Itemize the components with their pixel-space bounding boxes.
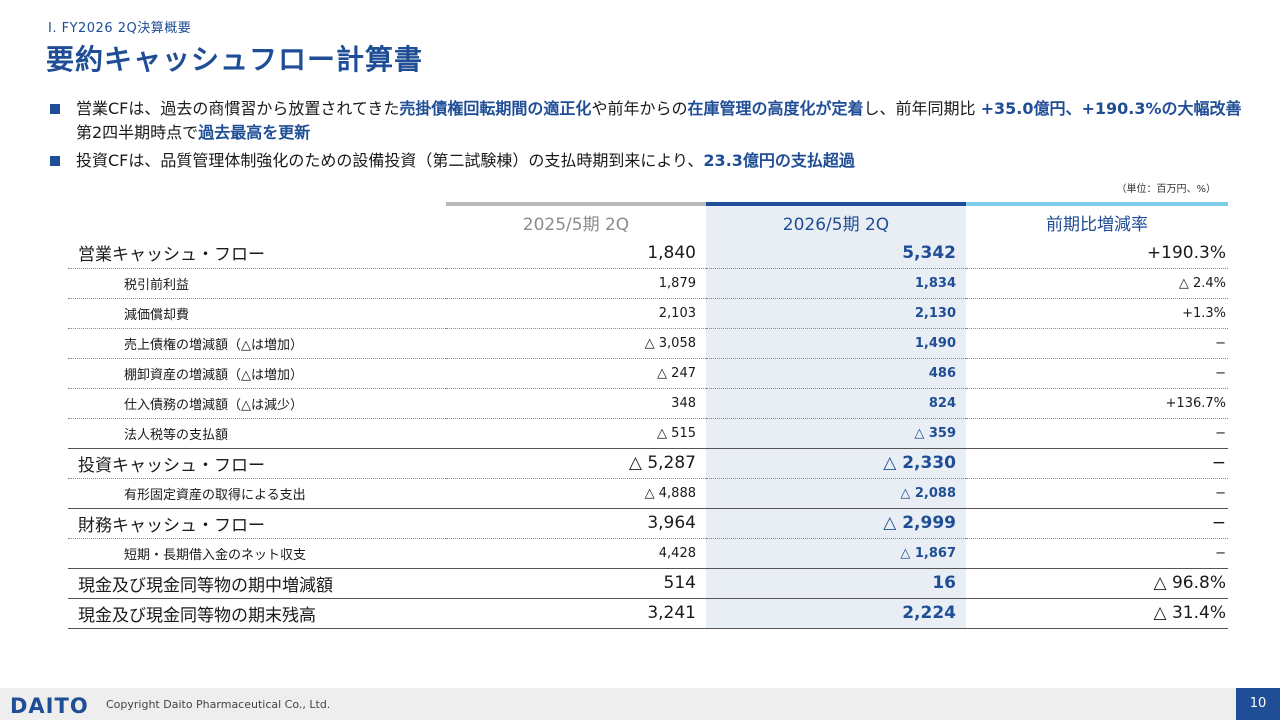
cell-change-rate: − — [966, 418, 1228, 449]
bullet-emphasis: 売掛債権回転期間の適正化 — [399, 99, 592, 118]
page-number-box — [1236, 688, 1280, 720]
table-row: 法人税等の支払額 △ 515 △ 359− — [68, 418, 1228, 449]
cell-prev-period: △ 515 — [446, 418, 706, 449]
cash-flow-table: 2025/5期 2Q 2026/5期 2Q 前期比増減率 営業キャッシュ・フロー… — [68, 202, 1228, 629]
cell-current-period: △ 1,867 — [706, 538, 966, 569]
cell-prev-period: 3,241 — [446, 597, 706, 629]
bullet-emphasis: 23.3億円の支払超過 — [703, 151, 855, 170]
bullet-text: 営業CFは、過去の商慣習から放置されてきた売掛債権回転期間の適正化や前年からの在… — [76, 99, 1258, 142]
cell-current-period: △ 2,088 — [706, 478, 966, 509]
cell-prev-period: △ 4,888 — [446, 478, 706, 509]
cell-prev-period: △ 247 — [446, 358, 706, 389]
cell-prev-period: 348 — [446, 388, 706, 419]
cell-change-rate: − — [966, 538, 1228, 569]
cell-current-period: △ 2,330 — [706, 447, 966, 479]
bullet-segment: し、前年同期比 — [863, 99, 981, 118]
cell-current-period: 2,130 — [706, 298, 966, 329]
cell-change-rate: △ 31.4% — [966, 597, 1228, 629]
cell-current-period: 16 — [706, 567, 966, 599]
table-row: 営業キャッシュ・フロー 1,840 5,342 +190.3% — [68, 238, 1228, 269]
bullet-segment: 営業CFは、過去の商慣習から放置されてきた — [76, 99, 400, 118]
summary-bullets: 営業CFは、過去の商慣習から放置されてきた売掛債権回転期間の適正化や前年からの在… — [50, 97, 1250, 177]
row-label: 短期・長期借入金のネット収支 — [68, 538, 446, 569]
table-row: 減価償却費 2,103 2,130 +1.3% — [68, 298, 1228, 329]
copyright-text: Copyright Daito Pharmaceutical Co., Ltd. — [106, 698, 331, 711]
cell-current-period: △ 2,999 — [706, 507, 966, 539]
bullet-segment: 投資CFは、品質管理体制強化のための設備投資（第二試験棟）の支払時期到来により、 — [76, 151, 704, 170]
table-row: 現金及び現金同等物の期中増減額 514 16 △ 96.8% — [68, 567, 1228, 599]
table-row: 有形固定資産の取得による支出 △ 4,888 △ 2,088− — [68, 478, 1228, 509]
cell-change-rate: +1.3% — [966, 298, 1228, 329]
row-label: 仕入債務の増減額（△は減少） — [68, 388, 446, 419]
cash-flow-table-container: 2025/5期 2Q 2026/5期 2Q 前期比増減率 営業キャッシュ・フロー… — [68, 202, 1228, 629]
cell-prev-period: 3,964 — [446, 507, 706, 539]
footer: DAITO Copyright Daito Pharmaceutical Co.… — [0, 688, 1280, 720]
row-label: 投資キャッシュ・フロー — [68, 447, 446, 479]
cell-current-period: 2,224 — [706, 597, 966, 629]
company-logo: DAITO — [10, 694, 89, 718]
cell-change-rate: − — [966, 507, 1228, 539]
header-current-period: 2026/5期 2Q — [706, 202, 966, 238]
bullet-text: 投資CFは、品質管理体制強化のための設備投資（第二試験棟）の支払時期到来により、… — [76, 151, 855, 170]
header-change-rate: 前期比増減率 — [966, 202, 1228, 238]
cell-prev-period: △ 3,058 — [446, 328, 706, 359]
table-row: 現金及び現金同等物の期末残高 3,241 2,224 △ 31.4% — [68, 597, 1228, 629]
square-bullet-icon — [50, 156, 60, 166]
cell-current-period: 1,834 — [706, 268, 966, 299]
cell-change-rate: △ 96.8% — [966, 567, 1228, 599]
table-row: 投資キャッシュ・フロー △ 5,287 △ 2,330− — [68, 447, 1228, 479]
header-prev-period: 2025/5期 2Q — [446, 202, 706, 238]
cell-prev-period: 1,840 — [446, 238, 706, 269]
cell-current-period: △ 359 — [706, 418, 966, 449]
bullet-investing-cf: 投資CFは、品質管理体制強化のための設備投資（第二試験棟）の支払時期到来により、… — [50, 149, 1250, 173]
row-label: 営業キャッシュ・フロー — [68, 238, 446, 269]
row-label: 減価償却費 — [68, 298, 446, 329]
table-row: 売上債権の増減額（△は増加） △ 3,058 1,490− — [68, 328, 1228, 359]
row-label: 売上債権の増減額（△は増加） — [68, 328, 446, 359]
cell-prev-period: 1,879 — [446, 268, 706, 299]
row-label: 有形固定資産の取得による支出 — [68, 478, 446, 509]
header-blank — [68, 204, 446, 238]
bullet-emphasis: +35.0億円、+190.3%の大幅改善 — [980, 99, 1242, 118]
cell-prev-period: △ 5,287 — [446, 447, 706, 479]
table-row: 短期・長期借入金のネット収支 4,428 △ 1,867− — [68, 538, 1228, 569]
row-label: 税引前利益 — [68, 268, 446, 299]
row-label: 現金及び現金同等物の期中増減額 — [68, 567, 446, 599]
square-bullet-icon — [50, 104, 60, 114]
cell-current-period: 486 — [706, 358, 966, 389]
row-label: 法人税等の支払額 — [68, 418, 446, 449]
row-label: 財務キャッシュ・フロー — [68, 507, 446, 539]
cell-change-rate: − — [966, 478, 1228, 509]
unit-note: （単位：百万円、%） — [1116, 184, 1216, 195]
bullet-segment: 第2四半期時点で — [76, 99, 1258, 142]
cell-change-rate: − — [966, 328, 1228, 359]
page-number: 10 — [1249, 696, 1267, 711]
table-row: 財務キャッシュ・フロー 3,964 △ 2,999− — [68, 507, 1228, 539]
cell-current-period: 5,342 — [706, 238, 966, 269]
cell-change-rate: − — [966, 447, 1228, 479]
bullet-operating-cf: 営業CFは、過去の商慣習から放置されてきた売掛債権回転期間の適正化や前年からの在… — [50, 97, 1250, 145]
bullet-segment: や前年からの — [591, 99, 688, 118]
bullet-emphasis: 在庫管理の高度化が定着 — [687, 99, 864, 118]
row-label: 棚卸資産の増減額（△は増加） — [68, 358, 446, 389]
cell-change-rate: △ 2.4% — [966, 268, 1228, 299]
cell-change-rate: − — [966, 358, 1228, 389]
cell-current-period: 1,490 — [706, 328, 966, 359]
cell-prev-period: 514 — [446, 567, 706, 599]
table-row: 税引前利益 1,879 1,834 △ 2.4% — [68, 268, 1228, 299]
row-label: 現金及び現金同等物の期末残高 — [68, 597, 446, 629]
cell-change-rate: +190.3% — [966, 238, 1228, 269]
section-label: Ⅰ. FY2026 2Q決算概要 — [48, 21, 192, 36]
bullet-emphasis: 過去最高を更新 — [198, 123, 311, 142]
cell-prev-period: 2,103 — [446, 298, 706, 329]
cell-change-rate: +136.7% — [966, 388, 1228, 419]
table-row: 棚卸資産の増減額（△は増加） △ 247 486− — [68, 358, 1228, 389]
cell-prev-period: 4,428 — [446, 538, 706, 569]
table-body: 営業キャッシュ・フロー 1,840 5,342 +190.3% 税引前利益 1,879 1,… — [68, 238, 1228, 629]
table-header-row: 2025/5期 2Q 2026/5期 2Q 前期比増減率 — [68, 202, 1228, 238]
table-row: 仕入債務の増減額（△は減少） 348 824 +136.7% — [68, 388, 1228, 419]
page-title: 要約キャッシュフロー計算書 — [46, 43, 424, 76]
cell-current-period: 824 — [706, 388, 966, 419]
